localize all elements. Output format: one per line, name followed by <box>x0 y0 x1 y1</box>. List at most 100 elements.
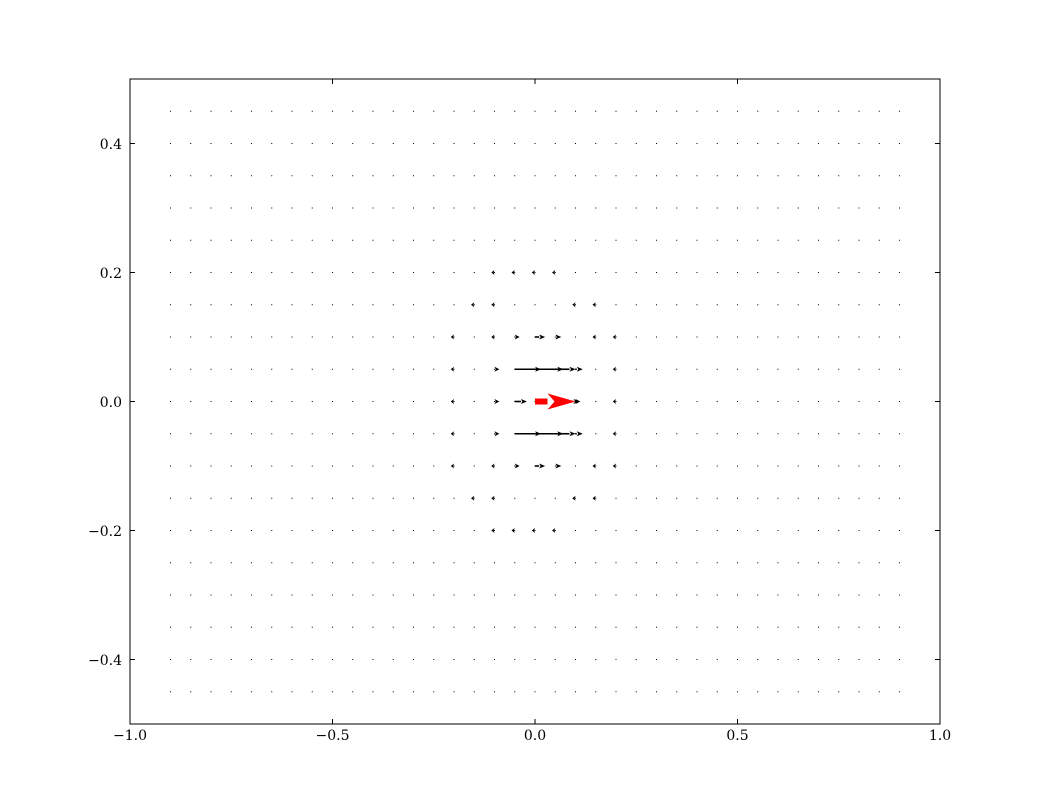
grid-point <box>291 239 293 241</box>
grid-point <box>453 497 455 499</box>
grid-point <box>210 272 212 273</box>
grid-point <box>473 401 475 402</box>
grid-point <box>656 368 657 370</box>
grid-point <box>190 433 192 435</box>
vector-arrow-head <box>450 463 454 469</box>
y-tick-label: 0.4 <box>100 137 122 153</box>
grid-point <box>554 304 556 306</box>
grid-point <box>291 175 293 177</box>
grid-point <box>818 530 819 531</box>
grid-point <box>797 304 799 306</box>
grid-point <box>392 368 394 370</box>
grid-point <box>757 465 759 467</box>
grid-point <box>473 336 475 338</box>
grid-point <box>433 272 435 273</box>
grid-point <box>210 659 212 660</box>
grid-point <box>210 110 212 112</box>
grid-point <box>737 239 738 241</box>
grid-point <box>251 497 252 499</box>
vector-arrow <box>511 528 515 533</box>
grid-point <box>757 594 759 596</box>
grid-point <box>271 304 273 306</box>
grid-point <box>190 465 192 467</box>
grid-point <box>656 562 657 564</box>
grid-point <box>575 239 576 241</box>
grid-point <box>291 465 293 467</box>
grid-point <box>818 336 819 338</box>
grid-point <box>170 207 171 209</box>
grid-point <box>676 239 678 241</box>
vector-arrow-head <box>514 463 520 469</box>
grid-point <box>777 626 779 628</box>
grid-point <box>473 110 475 112</box>
grid-point <box>413 336 414 338</box>
vector-arrow-head <box>511 270 515 275</box>
grid-point <box>433 497 435 499</box>
grid-point <box>716 530 718 531</box>
grid-point <box>190 336 192 338</box>
grid-point <box>737 626 738 628</box>
grid-point <box>534 272 536 273</box>
grid-point <box>757 143 759 144</box>
vector-arrow-head <box>491 495 495 501</box>
grid-point <box>737 594 738 596</box>
grid-point <box>291 272 293 273</box>
vector-arrow <box>450 431 454 437</box>
vector-arrow <box>491 528 495 533</box>
grid-point <box>190 207 192 209</box>
grid-point <box>392 465 394 467</box>
grid-point <box>514 207 516 209</box>
grid-point <box>818 272 819 273</box>
grid-point <box>311 239 313 241</box>
grid-point <box>230 465 232 467</box>
grid-point <box>575 594 576 596</box>
grid-point <box>615 110 617 112</box>
grid-point <box>372 272 374 273</box>
grid-point <box>635 530 637 531</box>
grid-point <box>615 433 617 435</box>
grid-point <box>656 691 657 693</box>
grid-point <box>777 465 779 467</box>
grid-point <box>291 368 293 370</box>
grid-point <box>656 433 657 435</box>
grid-point <box>797 659 799 660</box>
grid-point <box>494 659 495 660</box>
vector-arrow-head <box>491 334 495 340</box>
grid-point <box>696 272 698 273</box>
grid-point <box>372 659 374 660</box>
grid-point <box>757 272 759 273</box>
vector-arrow-head <box>576 366 583 372</box>
grid-point <box>575 336 576 338</box>
grid-point <box>676 110 678 112</box>
grid-point <box>413 465 414 467</box>
grid-point <box>777 368 779 370</box>
grid-point <box>818 594 819 596</box>
grid-point <box>352 239 354 241</box>
vector-arrow <box>511 270 515 275</box>
vector-arrow-head <box>592 495 596 501</box>
grid-point <box>554 659 556 660</box>
grid-point <box>311 336 313 338</box>
grid-point <box>554 530 556 531</box>
grid-point <box>210 368 212 370</box>
grid-point <box>170 272 171 273</box>
grid-point <box>413 497 414 499</box>
vector-arrow <box>535 463 546 469</box>
grid-point <box>757 304 759 306</box>
grid-point <box>473 143 475 144</box>
grid-point <box>737 691 738 693</box>
grid-point <box>676 272 678 273</box>
grid-point <box>696 659 698 660</box>
grid-point <box>413 433 414 435</box>
grid-point <box>656 143 657 144</box>
grid-point <box>251 336 252 338</box>
grid-point <box>818 626 819 628</box>
grid-point <box>676 562 678 564</box>
grid-point <box>251 207 252 209</box>
grid-point <box>352 659 354 660</box>
grid-point <box>433 143 435 144</box>
grid-point <box>797 497 799 499</box>
grid-point <box>494 401 495 402</box>
grid-point <box>332 465 333 467</box>
vector-arrow-head <box>471 302 475 308</box>
